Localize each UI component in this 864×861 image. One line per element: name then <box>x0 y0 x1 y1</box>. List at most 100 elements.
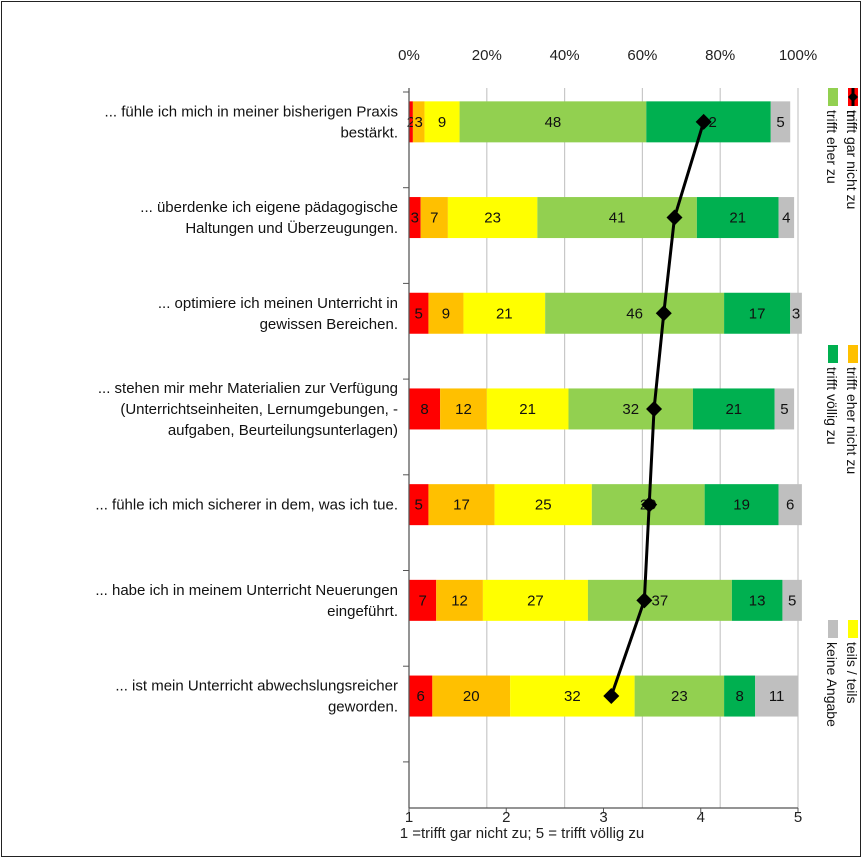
bar-segment <box>459 101 647 143</box>
bottom-tick-label: 5 <box>794 809 802 826</box>
bar-segment <box>409 197 421 239</box>
data-label: 7 <box>418 592 426 609</box>
data-label: 12 <box>455 401 472 418</box>
bar-segment <box>634 675 725 717</box>
bar-segment <box>428 484 495 526</box>
bar-segment <box>545 292 725 334</box>
bar-segment <box>482 579 588 621</box>
data-label: 20 <box>463 688 480 705</box>
legend-swatch <box>828 345 838 363</box>
data-label: 21 <box>496 305 513 322</box>
data-label: 8 <box>420 401 428 418</box>
data-label: 7 <box>430 210 438 227</box>
legend-label: trifft eher zu <box>824 110 840 184</box>
legend-item: trifft eher zu <box>824 88 840 184</box>
mean-marker <box>655 305 672 322</box>
mean-marker <box>603 688 620 705</box>
data-label: 46 <box>626 305 643 322</box>
legend-swatch <box>828 620 838 638</box>
bar-segment <box>770 101 791 143</box>
data-label: 23 <box>671 688 688 705</box>
data-label: 32 <box>622 401 639 418</box>
bar-segment <box>420 197 448 239</box>
mean-marker <box>641 496 658 513</box>
bar-segment <box>424 101 460 143</box>
data-label: 21 <box>725 401 742 418</box>
data-label: 6 <box>786 497 794 514</box>
mean-marker <box>695 113 712 130</box>
category-label: ... stehen mir mehr Materialien zur Verf… <box>98 380 398 439</box>
data-label: 3 <box>792 305 800 322</box>
data-label: 4 <box>782 210 790 227</box>
category-label-line: ... habe ich in meinem Unterricht Neueru… <box>95 582 398 599</box>
bar-segment <box>755 675 798 717</box>
bar-segment <box>782 579 802 621</box>
category-labels: ... fühle ich mich in meiner bisherigen … <box>95 103 398 715</box>
bottom-tick-label: 4 <box>697 809 705 826</box>
category-label: ... fühle ich mich sicherer in dem, was … <box>95 497 398 514</box>
category-label-line: ... ist mein Unterricht abwechslungsreic… <box>115 678 398 695</box>
data-label: 12 <box>451 592 468 609</box>
top-tick-label: 40% <box>550 47 580 64</box>
bar-segment <box>724 675 756 717</box>
bar-segment <box>447 197 538 239</box>
mean-marker <box>636 592 653 609</box>
data-label: 3 <box>415 114 423 131</box>
bar-segment <box>409 388 441 430</box>
category-label-line: eingeführt. <box>327 603 398 620</box>
top-tick-label: 60% <box>627 47 657 64</box>
top-tick-label: 0% <box>398 47 420 64</box>
mean-marker <box>646 400 663 417</box>
data-label: 8 <box>735 688 743 705</box>
bar-segment <box>724 292 791 334</box>
legend-item: trifft eher nicht zu <box>844 345 860 474</box>
category-label-line: ... fühle ich mich in meiner bisherigen … <box>105 103 398 120</box>
data-label: 5 <box>415 497 423 514</box>
data-label: 5 <box>776 114 784 131</box>
bar-segment <box>412 101 425 143</box>
bar-segment <box>409 579 437 621</box>
legend-swatch <box>848 620 858 638</box>
category-label: ... fühle ich mich in meiner bisherigen … <box>105 103 398 141</box>
data-label: 37 <box>652 592 669 609</box>
category-label-line: bestärkt. <box>340 124 398 141</box>
bar-segment <box>486 388 569 430</box>
bar-segment <box>409 484 429 526</box>
category-label-line: ... optimiere ich meinen Unterricht in <box>158 295 398 312</box>
bar-segment <box>409 675 433 717</box>
legend-item: teils / teils <box>844 620 860 703</box>
category-label: ... optimiere ich meinen Unterricht in ge… <box>158 295 398 333</box>
data-label: 6 <box>416 688 424 705</box>
bar-segment <box>696 197 779 239</box>
bar-segment <box>409 101 413 143</box>
category-label-line: ... fühle ich mich sicherer in dem, was … <box>95 497 398 514</box>
x-axis-title: 1 =trifft gar nicht zu; 5 = trifft völli… <box>400 825 645 842</box>
category-label-line: (Unterrichtseinheiten, Lernumgebungen, - <box>120 401 398 418</box>
bars: 2394832537234121459214617381221322155172… <box>407 101 802 717</box>
bar-segment <box>778 197 795 239</box>
bar-segment <box>790 292 802 334</box>
bar-segment <box>774 388 795 430</box>
bar-segment <box>494 484 592 526</box>
bar-segment <box>428 292 464 334</box>
bar-segment <box>436 579 483 621</box>
category-label-line: ... stehen mir mehr Materialien zur Verf… <box>98 380 398 397</box>
bar-segment <box>568 388 693 430</box>
category-label: ... überdenke ich eigene pädagogische Hal… <box>140 199 398 237</box>
legend-label: teils / teils <box>844 642 860 703</box>
data-label: 19 <box>733 497 750 514</box>
bar-segment <box>432 675 511 717</box>
bar-segment <box>463 292 546 334</box>
legend-label: trifft gar nicht zu <box>844 110 860 209</box>
legend-swatch <box>828 88 838 106</box>
axes: 0% 20% 40% 60% 80% 100%1 2 3 4 5 <box>398 47 817 826</box>
data-label: 25 <box>535 497 552 514</box>
category-label: ... habe ich in meinem Unterricht Neueru… <box>95 582 398 620</box>
data-label: 5 <box>788 592 796 609</box>
legend-label: trifft eher nicht zu <box>844 367 860 474</box>
data-label: 27 <box>527 592 544 609</box>
legend-item: m <box>844 88 860 122</box>
data-label: 11 <box>769 688 785 705</box>
legend-label: m <box>844 110 860 122</box>
